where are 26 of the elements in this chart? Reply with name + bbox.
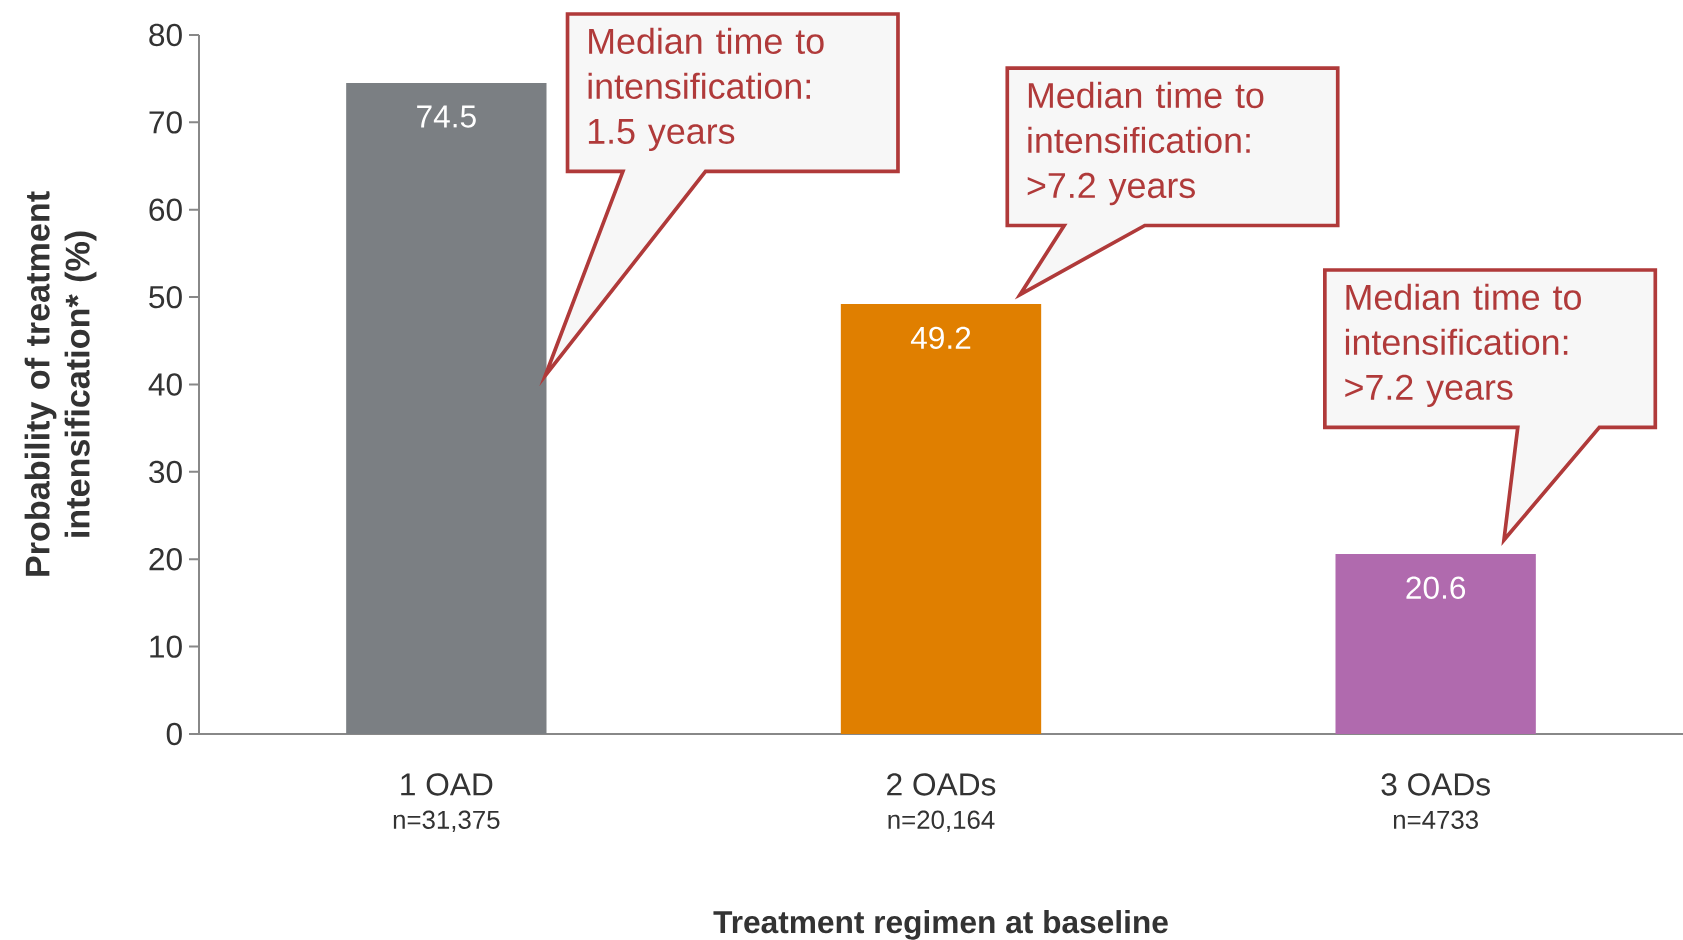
y-axis-title: Probability of treatment intensification* (%): [24, 191, 97, 576]
annotation: Median time to intensification: >7.2 years: [1345, 283, 1581, 408]
y-tick-label: 10: [150, 635, 182, 658]
text: n=20,164: [888, 810, 995, 832]
y-tick-label: 40: [148, 373, 182, 396]
x-tick-label: 2 OADs: [887, 773, 996, 796]
y-tick-label: 0: [166, 722, 182, 746]
annotation: Median time to intensification: 1.5 years: [588, 27, 824, 152]
data-label: 49.2: [910, 326, 971, 350]
bar: [346, 83, 547, 734]
data-label: 74.5: [417, 105, 476, 128]
x-tick-label: 3 OADs: [1381, 773, 1490, 796]
y-tick-label: 60: [149, 198, 182, 221]
y-tick-label: 80: [149, 23, 182, 47]
data-label: 20.6: [1406, 576, 1466, 599]
y-tick-label: 20: [149, 548, 182, 571]
x-tick-label: 1 OAD: [401, 773, 493, 796]
x-axis-title: Treatment regimen at baseline: [713, 910, 1168, 940]
y-tick-label: 30: [149, 460, 182, 484]
bar: [1335, 554, 1536, 734]
y-tick-label: 70: [149, 111, 182, 134]
text: n=4733: [1393, 810, 1478, 829]
bar: [840, 304, 1042, 734]
y-tick-label: 50: [149, 285, 182, 309]
annotation: Median time to intensification: >7.2 years: [1027, 81, 1264, 206]
text: n=31,375: [393, 810, 500, 832]
